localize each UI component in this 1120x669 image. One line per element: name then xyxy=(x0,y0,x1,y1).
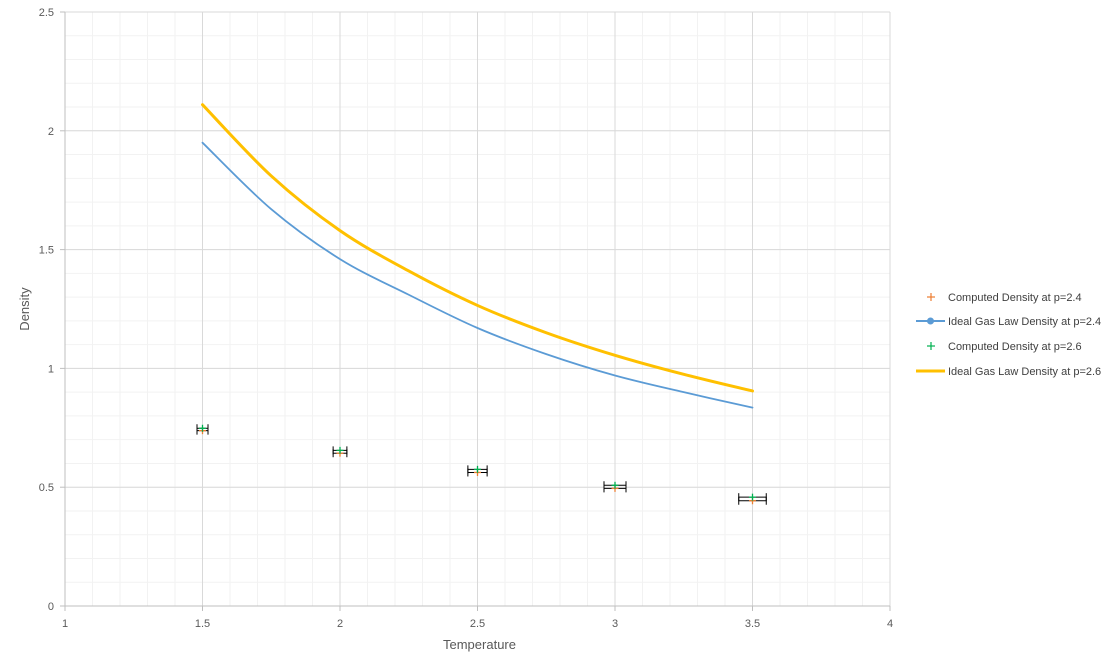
legend-marker-dot xyxy=(927,317,934,325)
x-tick-label: 2.5 xyxy=(470,618,485,630)
plot-points xyxy=(196,424,767,505)
y-axis-title: Density xyxy=(17,287,32,331)
x-tick-label: 3.5 xyxy=(745,618,760,630)
y-tick-label: 2.5 xyxy=(39,7,54,19)
legend-item: Computed Density at p=2.4 xyxy=(927,292,1082,304)
legend-item: Ideal Gas Law Density at p=2.4 xyxy=(916,316,1101,328)
x-tick-label: 1 xyxy=(62,618,68,630)
legend-item: Computed Density at p=2.6 xyxy=(927,341,1082,353)
axes xyxy=(60,11,891,611)
x-tick-label: 1.5 xyxy=(195,618,210,630)
y-tick-label: 2 xyxy=(48,126,54,138)
x-tick-label: 3 xyxy=(612,618,618,630)
series-line-3 xyxy=(201,103,754,393)
legend: Computed Density at p=2.4 Ideal Gas Law D… xyxy=(916,292,1101,378)
plot-lines xyxy=(201,103,754,409)
y-tick-label: 0.5 xyxy=(39,482,54,494)
legend-label: Computed Density at p=2.6 xyxy=(948,341,1082,353)
y-tick-label: 1 xyxy=(48,363,54,375)
x-tick-labels: 1 1.5 2 2.5 3 3.5 4 xyxy=(62,618,893,630)
x-axis-title: Temperature xyxy=(443,637,516,652)
series-line-1 xyxy=(201,141,754,409)
y-tick-labels: 0 0.5 1 1.5 2 2.5 xyxy=(39,7,54,613)
legend-label: Ideal Gas Law Density at p=2.6 xyxy=(948,366,1101,378)
y-tick-label: 1.5 xyxy=(39,245,54,257)
legend-label: Ideal Gas Law Density at p=2.4 xyxy=(948,316,1101,328)
legend-item: Ideal Gas Law Density at p=2.6 xyxy=(916,366,1101,378)
x-tick-label: 4 xyxy=(887,618,893,630)
legend-label: Computed Density at p=2.4 xyxy=(948,292,1082,304)
y-tick-label: 0 xyxy=(48,601,54,613)
major-gridlines xyxy=(64,11,891,607)
x-tick-label: 2 xyxy=(337,618,343,630)
